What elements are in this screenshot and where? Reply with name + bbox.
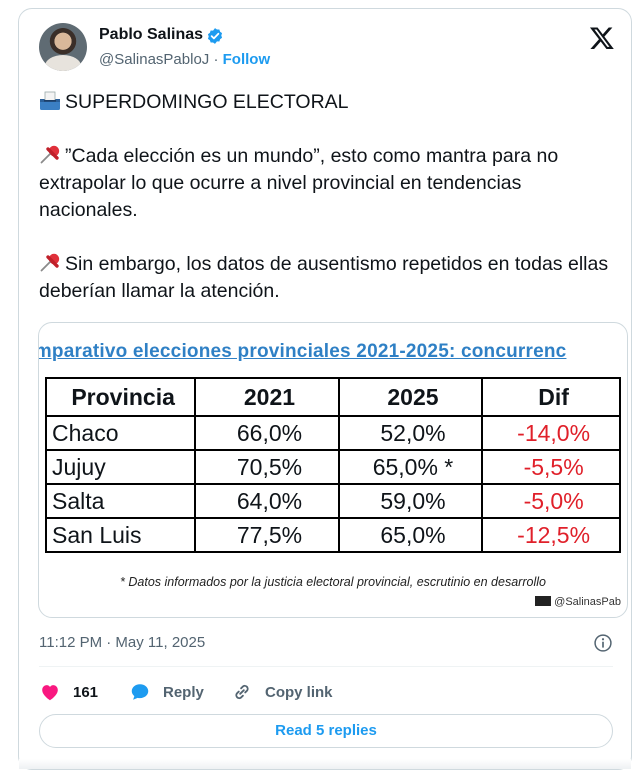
cell-provincia: San Luis [44,517,197,553]
pushpin-icon [40,253,60,272]
pushpin-icon [40,145,60,164]
cell-2025: 59,0% [337,483,484,519]
divider [39,666,613,667]
col-header: Provincia [44,377,197,417]
reply-label: Reply [163,683,204,701]
heart-icon [42,685,58,701]
cell-dif: -12,5% [481,517,621,553]
embedded-image[interactable]: omparativo elecciones provinciales 2021-… [38,322,628,618]
table-row: Jujuy 70,5% 65,0% * -5,5% [44,449,621,485]
col-header: 2021 [194,377,340,417]
copy-link-label: Copy link [265,683,333,701]
paragraph-1: ”Cada elección es un mundo”, esto como m… [39,143,619,224]
tweet-timestamp[interactable]: 11:12 PM · May 11, 2025 [39,634,206,651]
tweet-card: Pablo Salinas @SalinasPabloJ · Follow SU… [18,8,632,770]
reply-button[interactable]: Reply [129,681,204,703]
read-replies-button[interactable]: Read 5 replies [39,714,613,748]
watermark-logo-icon [535,596,552,606]
paragraph-2-text: Sin embargo, los datos de ausentismo rep… [39,253,609,302]
col-header: 2025 [337,377,484,417]
results-table: Provincia 2021 2025 Dif Chaco 66,0% 52,0… [44,377,621,553]
author-name[interactable]: Pablo Salinas [99,26,204,43]
paragraph-2: Sin embargo, los datos de ausentismo rep… [39,251,619,305]
handle-separator: · [213,51,219,68]
cell-provincia: Salta [44,483,197,519]
tweet-text: SUPERDOMINGO ELECTORAL ”Cada elección es… [39,89,619,332]
like-button[interactable]: 161 [39,681,98,703]
link-icon [235,684,249,700]
image-title: omparativo elecciones provinciales 2021-… [38,341,567,362]
avatar[interactable] [39,23,87,71]
ballot-box-icon [40,91,60,110]
card-bottom-shadow [19,759,631,769]
cell-2025: 65,0% [337,517,484,553]
reply-bubble-icon [131,684,149,700]
table-row: Chaco 66,0% 52,0% -14,0% [44,415,621,451]
table-row: San Luis 77,5% 65,0% -12,5% [44,517,621,553]
cell-dif: -5,5% [481,449,621,485]
info-icon[interactable] [593,633,613,653]
verified-badge-icon [207,28,223,44]
cell-2021: 77,5% [194,517,340,553]
cell-dif: -14,0% [481,415,621,451]
headline-line: SUPERDOMINGO ELECTORAL [39,89,619,116]
table-header-row: Provincia 2021 2025 Dif [44,377,621,417]
cell-provincia: Chaco [44,415,197,451]
col-header: Dif [481,377,621,417]
like-count: 161 [73,683,99,701]
follow-button[interactable]: Follow [222,51,271,68]
image-watermark: @SalinasPab [535,596,621,608]
cell-2025: 65,0% * [337,449,484,485]
cell-dif: -5,0% [481,483,621,519]
cell-2021: 70,5% [194,449,340,485]
watermark-text: @SalinasPab [554,596,621,608]
x-logo-icon[interactable] [589,25,615,51]
cell-2021: 64,0% [194,483,340,519]
paragraph-1-text: ”Cada elección es un mundo”, esto como m… [39,145,559,221]
copy-link-button[interactable]: Copy link [231,681,333,703]
cell-provincia: Jujuy [44,449,197,485]
cell-2025: 52,0% [337,415,484,451]
author-handle[interactable]: @SalinasPabloJ [99,51,210,68]
table-row: Salta 64,0% 59,0% -5,0% [44,483,621,519]
cell-2021: 66,0% [194,415,340,451]
tweet-headline: SUPERDOMINGO ELECTORAL [65,91,349,113]
image-footnote: * Datos informados por la justicia elect… [120,575,546,589]
handle-row: @SalinasPabloJ · Follow [99,51,270,68]
